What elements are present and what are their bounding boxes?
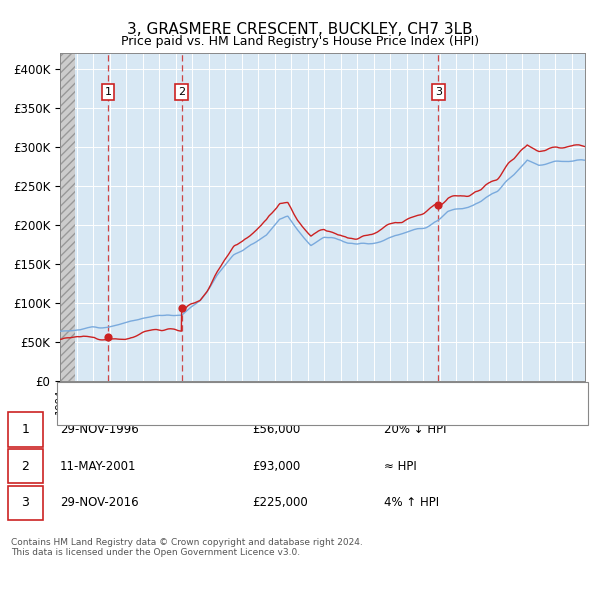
- Text: 2: 2: [178, 87, 185, 97]
- Text: Contains HM Land Registry data © Crown copyright and database right 2024.
This d: Contains HM Land Registry data © Crown c…: [11, 538, 362, 558]
- Text: 2: 2: [21, 460, 29, 473]
- Text: £93,000: £93,000: [252, 460, 300, 473]
- Text: 3: 3: [435, 87, 442, 97]
- Text: 11-MAY-2001: 11-MAY-2001: [60, 460, 137, 473]
- Bar: [60, 53, 75, 381]
- Text: 1: 1: [104, 87, 112, 97]
- Text: HPI: Average price, detached house, Flintshire: HPI: Average price, detached house, Flin…: [102, 407, 355, 417]
- Text: ≈ HPI: ≈ HPI: [384, 460, 417, 473]
- Point: [103, 332, 113, 342]
- Text: £225,000: £225,000: [252, 496, 308, 509]
- Text: 3, GRASMERE CRESCENT, BUCKLEY, CH7 3LB (detached house): 3, GRASMERE CRESCENT, BUCKLEY, CH7 3LB (…: [102, 390, 449, 400]
- Text: ——: ——: [71, 388, 98, 402]
- Text: 3, GRASMERE CRESCENT, BUCKLEY, CH7 3LB: 3, GRASMERE CRESCENT, BUCKLEY, CH7 3LB: [127, 22, 473, 37]
- Text: Price paid vs. HM Land Registry's House Price Index (HPI): Price paid vs. HM Land Registry's House …: [121, 35, 479, 48]
- Text: 20% ↓ HPI: 20% ↓ HPI: [384, 423, 446, 436]
- Text: 3: 3: [21, 496, 29, 509]
- Point: [177, 303, 187, 313]
- Text: ——: ——: [71, 405, 98, 419]
- Text: £56,000: £56,000: [252, 423, 300, 436]
- Text: 29-NOV-2016: 29-NOV-2016: [60, 496, 139, 509]
- Text: 1: 1: [21, 423, 29, 436]
- Text: 4% ↑ HPI: 4% ↑ HPI: [384, 496, 439, 509]
- Point: [433, 201, 443, 210]
- Text: 29-NOV-1996: 29-NOV-1996: [60, 423, 139, 436]
